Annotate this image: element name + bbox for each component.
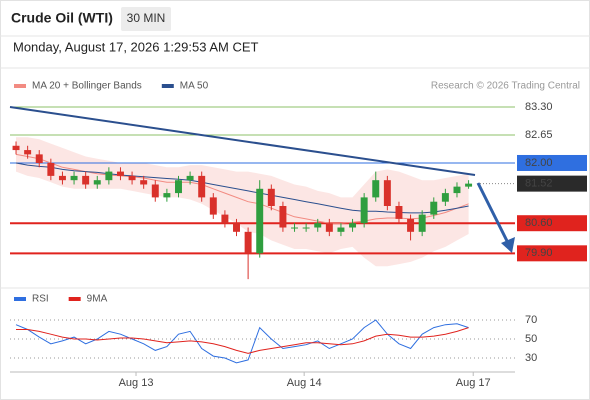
candle-body	[360, 197, 368, 224]
candle-body	[82, 175, 90, 185]
candle-body	[337, 227, 345, 232]
candle-body	[325, 223, 333, 232]
x-tick-label: Aug 13	[119, 377, 154, 389]
candle-body	[105, 171, 113, 181]
candle-body	[186, 175, 194, 181]
level-label: 83.30	[525, 101, 553, 113]
level-label: 79.90	[525, 247, 553, 259]
level-box	[517, 175, 587, 192]
candle-body	[430, 201, 438, 215]
ma-line	[15, 153, 469, 224]
candle-body	[407, 218, 415, 232]
timeframe-button[interactable]	[121, 7, 171, 31]
candle-body	[314, 223, 322, 228]
candle-body	[267, 188, 275, 206]
candle-body	[465, 183, 473, 187]
candle-body	[70, 175, 78, 181]
candle-body	[140, 180, 148, 185]
candle-body	[116, 171, 124, 176]
candle-body	[279, 206, 287, 228]
ma-line	[15, 162, 469, 214]
x-tick-label: Aug 17	[456, 377, 491, 389]
candle-body	[244, 231, 252, 254]
candle-body	[453, 186, 461, 194]
candle-body	[198, 175, 206, 198]
y-tick-label: 30	[525, 352, 537, 364]
price-panel: 83.30 82.65 82.00 81.52 80.60 79.90 MA 20 + Bo…	[10, 81, 587, 280]
rsi-panel: 30 50 70 Aug 13 Aug 14 Aug 17 RSI 9MA	[10, 294, 537, 389]
level-box	[517, 154, 587, 171]
candle-body	[349, 223, 357, 228]
legend-label: MA 20 + Bollinger Bands	[32, 81, 142, 92]
candle-body	[24, 150, 32, 155]
candle-body	[12, 145, 20, 151]
x-tick-label: Aug 14	[287, 377, 322, 389]
candle-body	[418, 214, 426, 232]
candle-body	[163, 193, 171, 198]
indicator-line	[16, 327, 469, 354]
trend-line	[9, 106, 476, 176]
title: Crude Oil (WTI)	[11, 10, 113, 26]
candle-body	[128, 175, 136, 181]
candle-body	[395, 206, 403, 219]
level-box	[517, 215, 587, 232]
level-label: 81.52	[525, 178, 553, 190]
legend-label: RSI	[32, 294, 49, 305]
level-label: 82.00	[525, 157, 553, 169]
candle-body	[221, 214, 229, 224]
candle-body	[93, 180, 101, 185]
y-tick-label: 70	[525, 314, 537, 326]
level-label: 82.65	[525, 129, 553, 141]
timeframe[interactable]: 30 MIN	[127, 11, 166, 25]
candle-body	[209, 197, 217, 215]
candle-body	[383, 180, 391, 206]
candle-body	[441, 193, 449, 202]
timestamp: Monday, August 17, 2026 1:29:53 AM CET	[13, 39, 259, 54]
bollinger-band	[16, 137, 469, 267]
candle-body	[302, 227, 310, 229]
candle-body	[256, 188, 264, 254]
candle-body	[47, 162, 55, 176]
level-box	[517, 245, 587, 262]
arrow-head	[501, 237, 515, 253]
candle-body	[233, 223, 240, 232]
candle-body	[35, 154, 43, 163]
candle-body	[151, 184, 159, 198]
legend-label: 9MA	[87, 294, 108, 305]
projection-arrow	[476, 182, 510, 244]
level-label: 80.60	[525, 217, 553, 229]
indicator-line	[15, 319, 469, 364]
candle-body	[58, 175, 66, 181]
candle-body	[175, 180, 182, 194]
y-tick-label: 50	[525, 333, 537, 345]
candle-body	[291, 227, 299, 229]
credit: Research © 2026 Trading Central	[431, 81, 580, 92]
candle-body	[372, 180, 380, 198]
legend-label: MA 50	[180, 81, 209, 92]
